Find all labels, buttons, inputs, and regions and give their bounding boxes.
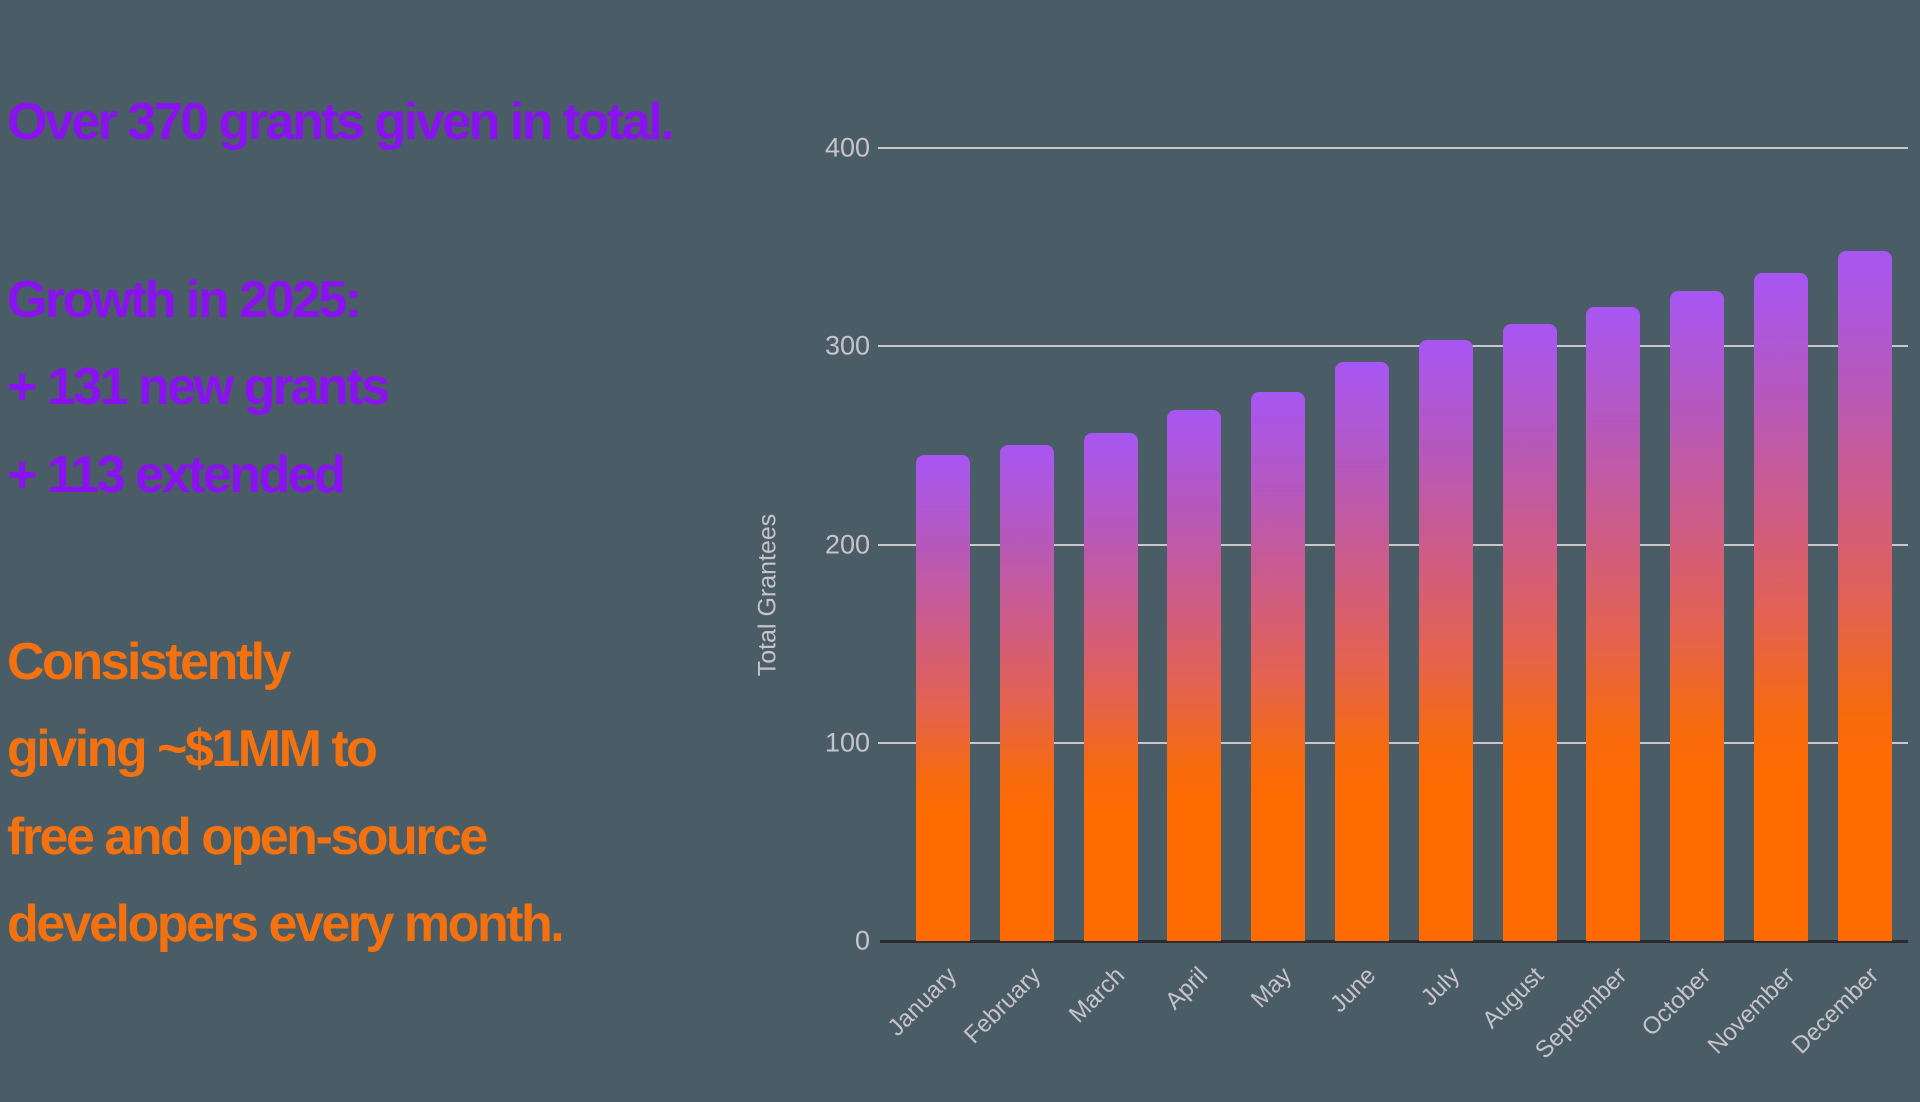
giving-line-3: free and open-source <box>7 808 488 866</box>
x-axis-baseline <box>880 940 1908 943</box>
bar-november <box>1754 272 1808 941</box>
bar-february <box>999 445 1054 941</box>
gridline-300 <box>878 345 1908 348</box>
y-tick-label-300: 300 <box>824 330 870 361</box>
bar-june <box>1335 362 1389 941</box>
y-tick-label-400: 400 <box>824 132 870 163</box>
gridline-400 <box>878 147 1908 149</box>
bar-december <box>1837 251 1892 941</box>
growth-line-extended: + 113 extended <box>7 446 346 504</box>
bar-april <box>1167 409 1222 941</box>
growth-line-new-grants: + 131 new grants <box>7 358 390 416</box>
y-tick-label-200: 200 <box>824 529 870 559</box>
gridline-200 <box>878 543 1908 546</box>
y-tick-label-100: 100 <box>824 727 870 758</box>
bar-may <box>1251 391 1306 941</box>
giving-line-2: giving ~$1MM to <box>7 720 378 778</box>
y-axis-title: Total Grantees <box>753 513 782 677</box>
y-tick-label-0: 0 <box>854 925 870 956</box>
growth-title: Growth in 2025: <box>7 271 362 329</box>
bar-january <box>916 455 970 941</box>
headline: Over 370 grants given in total. <box>7 93 675 151</box>
bar-september <box>1586 306 1641 941</box>
bar-march <box>1083 433 1138 941</box>
gridline-100 <box>878 741 1908 744</box>
giving-line-1: Consistently <box>7 633 292 691</box>
bar-july <box>1418 340 1473 941</box>
bar-august <box>1502 324 1557 941</box>
bar-october <box>1670 290 1725 941</box>
giving-line-4: developers every month. <box>7 895 565 953</box>
